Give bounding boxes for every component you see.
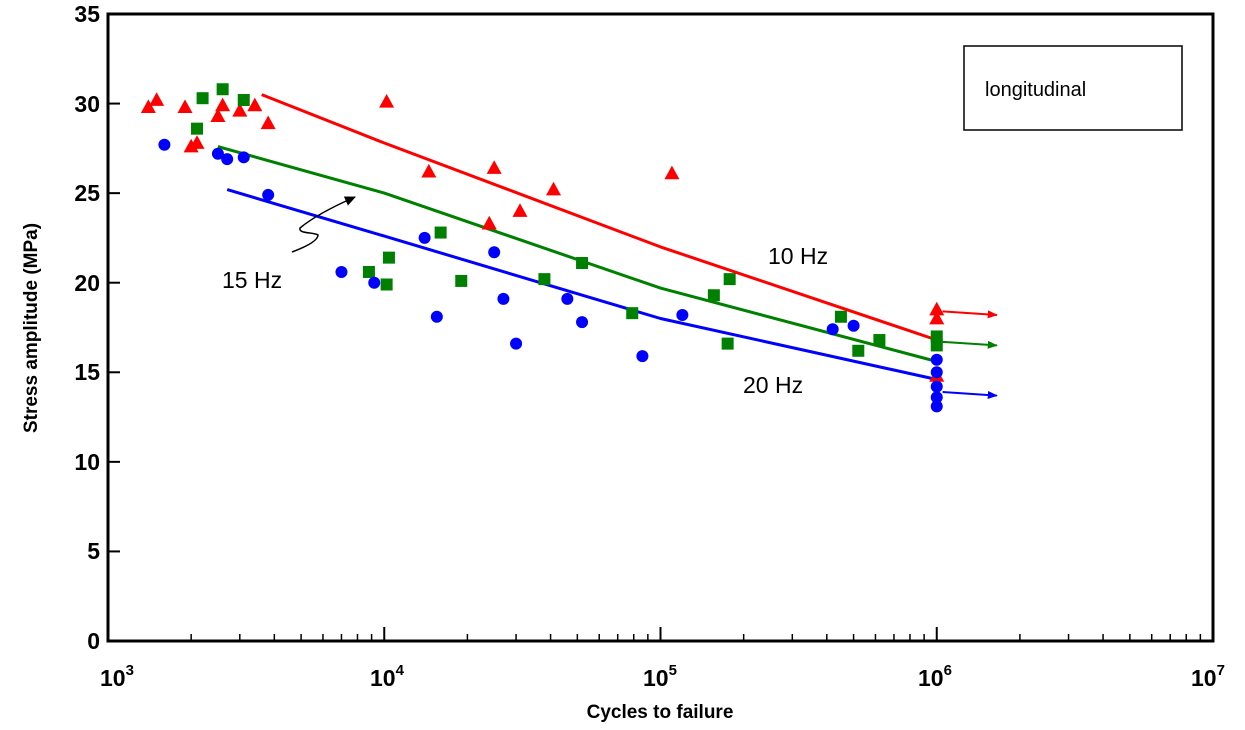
data-point-circle (238, 151, 250, 163)
data-point-square (538, 273, 550, 285)
data-point-triangle (421, 164, 436, 178)
data-point-square (435, 227, 447, 239)
legend-text: longitudinal (985, 79, 1086, 101)
data-point-circle (335, 266, 347, 278)
data-point-square (931, 339, 943, 351)
data-point-square (197, 92, 209, 104)
data-point-circle (368, 277, 380, 289)
runout-arrows (943, 311, 997, 395)
y-tick-label: 10 (74, 449, 100, 475)
x-tick-label: 104 (370, 662, 405, 691)
data-point-triangle (215, 98, 230, 112)
y-tick-label: 30 (74, 91, 100, 117)
y-axis-title: Stress amplitude (MPa) (21, 223, 42, 433)
data-point-circle (931, 381, 943, 393)
data-point-circle (827, 323, 839, 335)
data-point-circle (431, 311, 443, 323)
data-point-square (363, 266, 375, 278)
data-point-square (217, 83, 229, 95)
data-point-circle (931, 354, 943, 366)
data-point-square (191, 123, 203, 135)
fit-line (262, 95, 937, 340)
data-point-circle (636, 350, 648, 362)
fit-lines (218, 95, 937, 380)
data-point-square (455, 275, 467, 287)
data-point-square (873, 334, 885, 346)
x-tick-label: 106 (918, 662, 952, 691)
runout-arrow (943, 342, 997, 346)
data-point-circle (848, 320, 860, 332)
y-tick-label: 0 (87, 628, 100, 654)
x-tick-label: 105 (643, 662, 677, 691)
data-point-circle (931, 366, 943, 378)
data-point-triangle (379, 94, 394, 108)
data-point-circle (488, 246, 500, 258)
data-point-triangle (546, 182, 561, 196)
data-point-triangle (487, 160, 502, 174)
data-point-square (383, 252, 395, 264)
x-axis-title: Cycles to failure (587, 702, 734, 723)
data-point-triangle (149, 92, 164, 106)
data-point-square (722, 338, 734, 350)
data-point-circle (510, 338, 522, 350)
data-point-circle (497, 293, 509, 305)
data-point-circle (576, 316, 588, 328)
data-point-circle (561, 293, 573, 305)
data-point-circle (262, 189, 274, 201)
data-point-square (626, 307, 638, 319)
data-point-triangle (664, 166, 679, 180)
y-tick-label: 35 (74, 1, 100, 27)
x-tick-label: 103 (100, 662, 134, 691)
data-point-square (238, 94, 250, 106)
data-point-square (708, 289, 720, 301)
annotation-20hz: 20 Hz (743, 372, 803, 398)
data-point-square (835, 311, 847, 323)
y-tick-label: 5 (87, 538, 100, 564)
data-point-triangle (482, 216, 497, 230)
annotation-10hz: 10 Hz (768, 243, 828, 269)
runout-arrow (943, 311, 997, 315)
data-point-square (381, 279, 393, 291)
data-point-triangle (261, 115, 276, 129)
data-point-triangle (178, 99, 193, 113)
data-point-square (724, 273, 736, 285)
data-point-circle (158, 139, 170, 151)
y-tick-label: 20 (74, 270, 100, 296)
data-point-circle (931, 400, 943, 412)
data-point-circle (676, 309, 688, 321)
data-point-circle (419, 232, 431, 244)
data-point-square (576, 257, 588, 269)
annotation-15hz: 15 Hz (222, 267, 282, 293)
data-point-circle (221, 153, 233, 165)
runout-arrow (943, 392, 997, 396)
y-tick-label: 25 (74, 180, 100, 206)
x-tick-label: 107 (1191, 662, 1225, 691)
data-point-triangle (512, 203, 527, 217)
y-tick-label: 15 (74, 359, 100, 385)
data-point-square (852, 345, 864, 357)
